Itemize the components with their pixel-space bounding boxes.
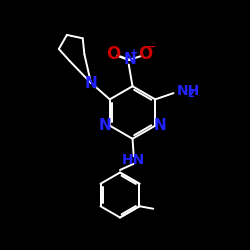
Text: N: N <box>153 118 166 133</box>
Text: NH: NH <box>176 84 200 98</box>
Text: O: O <box>138 45 152 63</box>
Text: −: − <box>146 42 156 52</box>
Text: +: + <box>130 48 138 58</box>
Text: O: O <box>106 45 120 63</box>
Text: HN: HN <box>122 153 146 167</box>
Text: N: N <box>99 118 112 133</box>
Text: 2: 2 <box>187 89 194 99</box>
Text: N: N <box>124 52 136 68</box>
Text: N: N <box>85 76 98 90</box>
